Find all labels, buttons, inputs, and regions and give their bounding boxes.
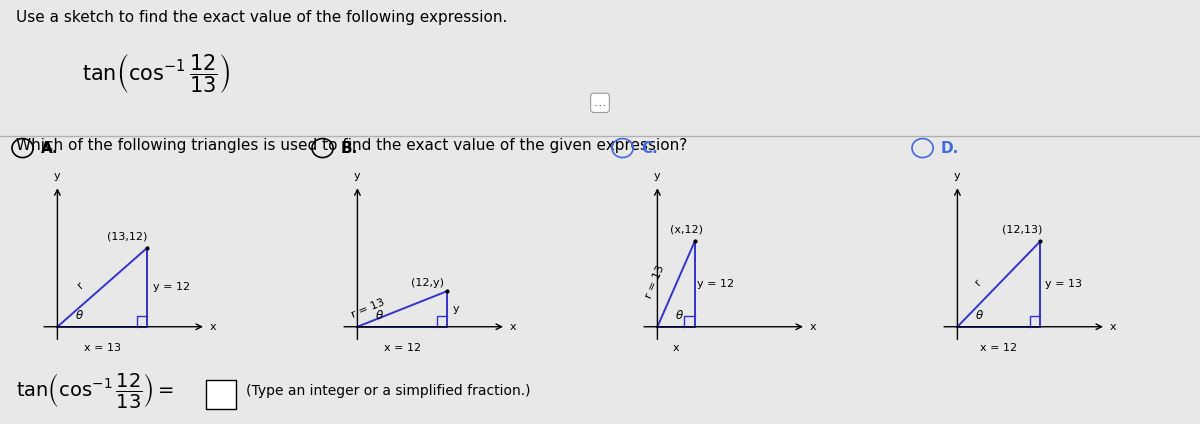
Text: $\theta$: $\theta$	[674, 309, 684, 322]
Text: y = 12: y = 12	[152, 282, 190, 292]
Text: x = 12: x = 12	[384, 343, 421, 354]
Text: y = 13: y = 13	[1045, 279, 1082, 289]
Bar	[206, 380, 236, 409]
Text: x = 13: x = 13	[84, 343, 121, 354]
Text: y: y	[954, 171, 961, 181]
Text: $\theta$: $\theta$	[74, 309, 84, 322]
Text: D.: D.	[941, 141, 959, 156]
Text: Use a sketch to find the exact value of the following expression.: Use a sketch to find the exact value of …	[16, 10, 506, 25]
Text: x: x	[810, 322, 816, 332]
Text: $\theta$: $\theta$	[374, 309, 384, 322]
Text: x: x	[673, 343, 679, 354]
Text: x = 12: x = 12	[980, 343, 1018, 354]
Text: (Type an integer or a simplified fraction.): (Type an integer or a simplified fractio…	[246, 384, 530, 398]
Text: B.: B.	[341, 141, 359, 156]
Text: x: x	[1110, 322, 1116, 332]
Text: r = 13: r = 13	[643, 264, 666, 300]
Text: $\tan\!\left(\cos^{-1}\dfrac{12}{13}\right)$: $\tan\!\left(\cos^{-1}\dfrac{12}{13}\rig…	[82, 52, 229, 95]
Text: (12,13): (12,13)	[1002, 224, 1043, 234]
Text: …: …	[594, 96, 606, 109]
Text: r: r	[973, 277, 984, 287]
Text: A.: A.	[41, 141, 59, 156]
Text: r = 13: r = 13	[350, 297, 386, 320]
Text: (13,12): (13,12)	[108, 232, 148, 241]
Text: $\tan\!\left(\cos^{-1}\dfrac{12}{13}\right) = $: $\tan\!\left(\cos^{-1}\dfrac{12}{13}\rig…	[16, 371, 174, 410]
Text: $\theta$: $\theta$	[974, 309, 984, 322]
Text: y: y	[54, 171, 61, 181]
Text: x: x	[210, 322, 216, 332]
Text: y: y	[354, 171, 361, 181]
Text: y = 12: y = 12	[697, 279, 734, 289]
Text: x: x	[510, 322, 516, 332]
Text: y: y	[654, 171, 661, 181]
Text: (x,12): (x,12)	[670, 224, 703, 234]
Text: r: r	[76, 280, 86, 291]
Text: Which of the following triangles is used to find the exact value of the given ex: Which of the following triangles is used…	[16, 138, 686, 153]
Text: C.: C.	[641, 141, 658, 156]
Text: y: y	[452, 304, 460, 314]
Text: (12,y): (12,y)	[412, 278, 444, 288]
